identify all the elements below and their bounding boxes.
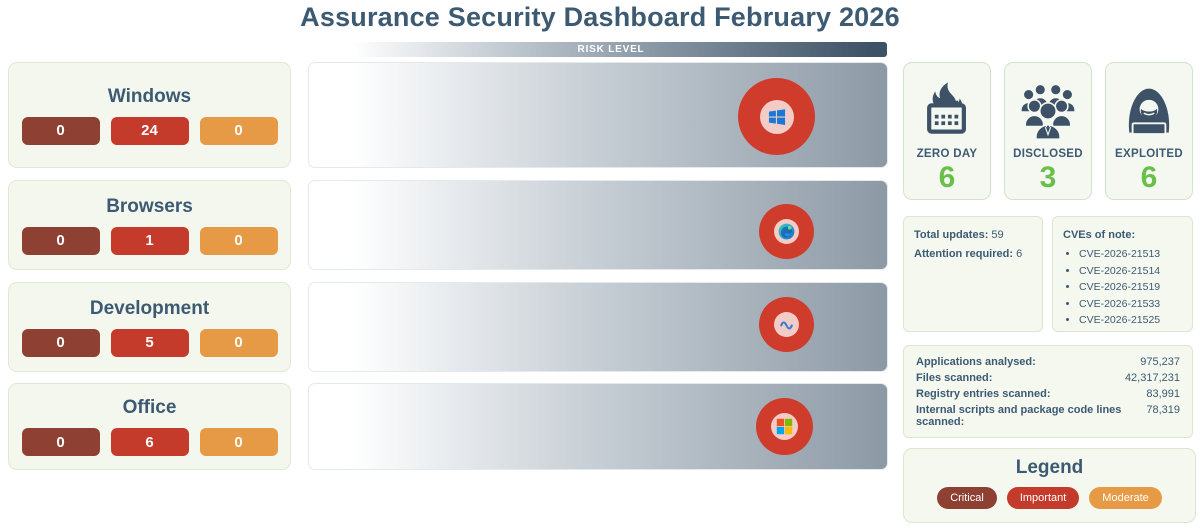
important-count-badge: 5 <box>110 328 189 357</box>
scan-stat-row: Internal scripts and package code lines … <box>916 404 1180 428</box>
wave-dev-icon <box>780 321 793 330</box>
attention-required-value: 6 <box>1016 248 1023 260</box>
exploited-card: EXPLOITED 6 <box>1105 62 1193 200</box>
moderate-count-badge: 0 <box>199 428 278 456</box>
burning-calendar-icon <box>927 82 966 134</box>
risk-bar-office <box>308 383 888 470</box>
cve-item: CVE-2026-21514 <box>1079 265 1182 277</box>
cve-list: CVE-2026-21513 CVE-2026-21514 CVE-2026-2… <box>1063 248 1182 326</box>
badge-row: 0 5 0 <box>21 328 278 357</box>
risk-marker-center <box>759 99 794 134</box>
legend-title: Legend <box>1015 457 1084 478</box>
risk-marker-office <box>756 398 813 455</box>
category-title: Development <box>89 297 210 319</box>
scan-stat-label: Applications analysed: <box>916 356 1036 368</box>
risk-level-header: RISK LEVEL <box>335 42 887 57</box>
total-updates-value: 59 <box>991 229 1004 241</box>
legend-pill-moderate: Moderate <box>1089 487 1162 509</box>
badge-row: 0 6 0 <box>21 428 278 456</box>
crowd-icon <box>1020 83 1076 140</box>
scan-stat-value: 78,319 <box>1146 404 1180 416</box>
badge-row: 0 1 0 <box>21 226 278 255</box>
cve-item: CVE-2026-21513 <box>1079 248 1182 260</box>
legend-pill-important: Important <box>1006 487 1080 509</box>
scan-stat-label: Internal scripts and package code lines … <box>916 404 1122 428</box>
scan-stat-label: Files scanned: <box>916 372 993 384</box>
moderate-count-badge: 0 <box>199 226 278 255</box>
category-title: Windows <box>107 85 192 107</box>
page-title: Assurance Security Dashboard February 20… <box>300 2 900 32</box>
important-count-badge: 24 <box>110 116 189 145</box>
scan-stat-value: 975,237 <box>1140 356 1180 368</box>
disclosed-value: 3 <box>1039 161 1057 194</box>
cve-box: CVEs of note: CVE-2026-21513 CVE-2026-21… <box>1052 216 1193 332</box>
stat-icon-wrap <box>914 72 980 144</box>
scan-stat-row: Applications analysed: 975,237 <box>916 356 1180 368</box>
disclosed-label: DISCLOSED <box>1013 148 1083 160</box>
cve-heading: CVEs of note: <box>1063 229 1136 241</box>
zero-day-value: 6 <box>938 161 956 194</box>
stat-icon-wrap <box>1116 72 1182 144</box>
updates-summary-box: Total updates: 59 Attention required: 6 <box>903 216 1043 332</box>
category-title: Office <box>122 397 177 418</box>
scan-stat-value: 42,317,231 <box>1124 372 1180 384</box>
risk-bar-browsers <box>308 180 888 270</box>
attention-required-line: Attention required: 6 <box>914 248 1032 260</box>
category-card-browsers: Browsers 0 1 0 <box>8 180 291 270</box>
moderate-count-badge: 0 <box>199 328 278 357</box>
category-card-office: Office 0 6 0 <box>8 383 291 470</box>
scan-stat-row: Files scanned: 42,317,231 <box>916 372 1180 384</box>
total-updates-label: Total updates: <box>914 229 989 241</box>
cve-item: CVE-2026-21525 <box>1079 314 1182 326</box>
risk-marker-windows <box>738 78 815 155</box>
category-card-development: Development 0 5 0 <box>8 282 291 372</box>
disclosed-card: DISCLOSED 3 <box>1004 62 1092 200</box>
hacker-icon <box>1128 88 1170 135</box>
risk-level-label: RISK LEVEL <box>577 44 645 55</box>
critical-count-badge: 0 <box>21 226 100 255</box>
risk-marker-center <box>774 219 799 244</box>
scan-stats-box: Applications analysed: 975,237 Files sca… <box>903 345 1193 438</box>
legend-box: Legend Critical Important Moderate <box>903 448 1196 523</box>
risk-bar-development <box>308 282 888 372</box>
critical-count-badge: 0 <box>21 428 100 456</box>
cve-item: CVE-2026-21519 <box>1079 281 1182 293</box>
legend-pill-critical: Critical <box>937 487 997 509</box>
scan-stat-label: Registry entries scanned: <box>916 388 1051 400</box>
risk-marker-browsers <box>759 204 814 259</box>
badge-row: 0 24 0 <box>21 116 278 145</box>
total-updates-line: Total updates: 59 <box>914 229 1032 241</box>
exploited-label: EXPLOITED <box>1115 148 1183 160</box>
cve-item: CVE-2026-21533 <box>1079 298 1182 310</box>
scan-stat-row: Registry entries scanned: 83,991 <box>916 388 1180 400</box>
important-count-badge: 6 <box>110 428 189 456</box>
risk-bar-windows <box>308 62 888 168</box>
category-card-windows: Windows 0 24 0 <box>8 62 291 168</box>
windows-logo-icon <box>768 108 785 125</box>
critical-count-badge: 0 <box>21 116 100 145</box>
zero-day-card: ZERO DAY 6 <box>903 62 991 200</box>
edge-browser-icon <box>778 223 795 240</box>
critical-count-badge: 0 <box>21 328 100 357</box>
legend-pills: Critical Important Moderate <box>904 487 1195 509</box>
scan-stat-value: 83,991 <box>1146 388 1180 400</box>
stat-icon-wrap <box>1015 72 1081 144</box>
risk-marker-development <box>759 297 814 352</box>
risk-marker-center <box>774 312 799 337</box>
risk-marker-center <box>771 413 798 440</box>
exploited-value: 6 <box>1140 161 1158 194</box>
zero-day-label: ZERO DAY <box>916 148 978 160</box>
important-count-badge: 1 <box>110 226 189 255</box>
attention-required-label: Attention required: <box>914 248 1013 260</box>
moderate-count-badge: 0 <box>199 116 278 145</box>
category-title: Browsers <box>106 195 193 217</box>
microsoft-logo-icon <box>776 418 793 435</box>
